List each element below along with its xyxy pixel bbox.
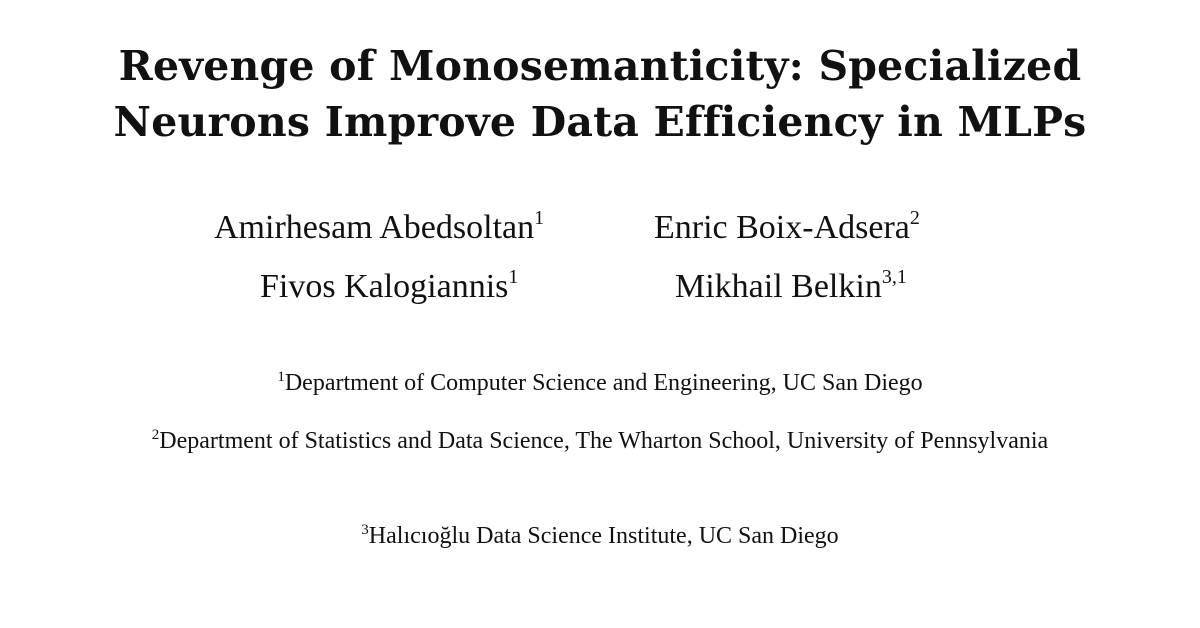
author-name: Amirhesam Abedsoltan <box>214 209 535 246</box>
author-kalogiannis: Fivos Kalogiannis1 <box>260 267 518 307</box>
affiliation-2: 2Department of Statistics and Data Scien… <box>60 424 1140 458</box>
author-belkin: Mikhail Belkin3,1 <box>675 267 907 307</box>
paper-title-line-2: Neurons Improve Data Efficiency in MLPs <box>113 98 1087 146</box>
author-boix-adsera: Enric Boix-Adsera2 <box>654 208 920 248</box>
affiliation-1: 1Department of Computer Science and Engi… <box>60 366 1140 400</box>
author-name: Mikhail Belkin <box>675 268 882 305</box>
affiliation-text: Halıcıoğlu Data Science Institute, UC Sa… <box>368 523 839 549</box>
author-affiliation-mark: 3,1 <box>881 266 907 288</box>
affiliation-text: Department of Statistics and Data Scienc… <box>159 428 1049 454</box>
author-name: Enric Boix-Adsera <box>654 209 910 246</box>
author-abedsoltan: Amirhesam Abedsoltan1 <box>214 208 544 248</box>
affiliation-mark: 3 <box>361 522 369 538</box>
affiliation-3: 3Halıcıoğlu Data Science Institute, UC S… <box>60 519 1140 553</box>
author-name: Fivos Kalogiannis <box>260 268 509 305</box>
affiliation-mark: 1 <box>277 369 285 385</box>
author-affiliation-mark: 1 <box>508 266 519 288</box>
paper-title: Revenge of Monosemanticity: Specialized … <box>0 38 1200 150</box>
author-affiliation-mark: 2 <box>909 207 920 229</box>
affiliation-text: Department of Computer Science and Engin… <box>284 370 923 396</box>
author-affiliation-mark: 1 <box>534 207 545 229</box>
paper-title-line-1: Revenge of Monosemanticity: Specialized <box>118 42 1082 90</box>
affiliation-mark: 2 <box>151 427 160 443</box>
